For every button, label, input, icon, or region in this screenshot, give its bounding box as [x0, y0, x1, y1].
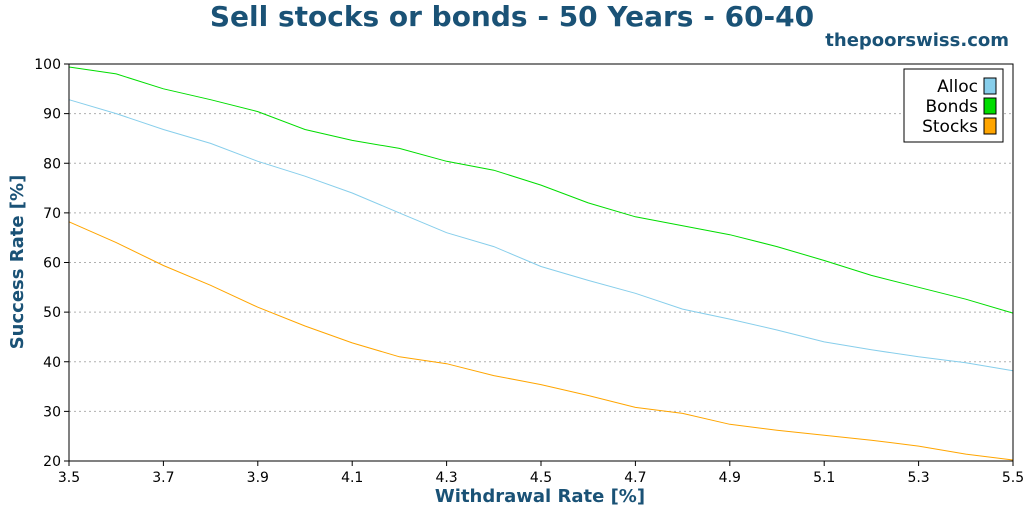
watermark: thepoorswiss.com [825, 30, 1009, 51]
x-tick-label: 3.5 [58, 470, 80, 486]
y-tick-label: 100 [34, 57, 61, 73]
legend-label-bonds: Bonds [926, 97, 979, 117]
x-tick-label: 5.1 [813, 470, 835, 486]
x-tick-label: 3.9 [247, 470, 269, 486]
y-tick-label: 80 [43, 156, 61, 172]
legend-swatch-stocks [983, 117, 997, 135]
legend-swatch-alloc [983, 77, 997, 95]
series-lines [68, 66, 1014, 461]
x-tick-label: 4.1 [341, 470, 363, 486]
legend-swatch-bonds [983, 97, 997, 115]
y-tick-label: 60 [43, 256, 61, 272]
x-tick-label: 5.3 [907, 470, 929, 486]
x-tick-label: 5.5 [1002, 470, 1024, 486]
series-line-stocks [68, 221, 1014, 461]
x-tick-label: 4.5 [530, 470, 552, 486]
x-tick-label: 4.3 [435, 470, 457, 486]
x-axis-label: Withdrawal Rate [%] [435, 486, 645, 507]
y-tick-label: 30 [43, 404, 61, 420]
y-tick-label: 90 [43, 107, 61, 123]
y-tick-label: 70 [43, 206, 61, 222]
y-tick-label: 50 [43, 305, 61, 321]
legend-label-alloc: Alloc [937, 77, 978, 97]
grid [69, 113, 1013, 412]
series-line-bonds [68, 66, 1014, 314]
series-line-alloc [68, 99, 1014, 372]
y-axis-label: Success Rate [%] [7, 175, 28, 350]
y-tick-label: 20 [43, 454, 61, 470]
chart-title: Sell stocks or bonds - 50 Years - 60-40 [210, 0, 814, 33]
x-tick-label: 3.7 [152, 470, 174, 486]
x-tick-label: 4.7 [624, 470, 646, 486]
legend-label-stocks: Stocks [922, 117, 978, 137]
x-tick-label: 4.9 [719, 470, 741, 486]
axis-ticks: 20 30 40 50 60 70 80 90 100 3.5 3.7 3.9 4.1 4.3 4.5 4.7… [34, 57, 1024, 486]
y-tick-label: 40 [43, 355, 61, 371]
